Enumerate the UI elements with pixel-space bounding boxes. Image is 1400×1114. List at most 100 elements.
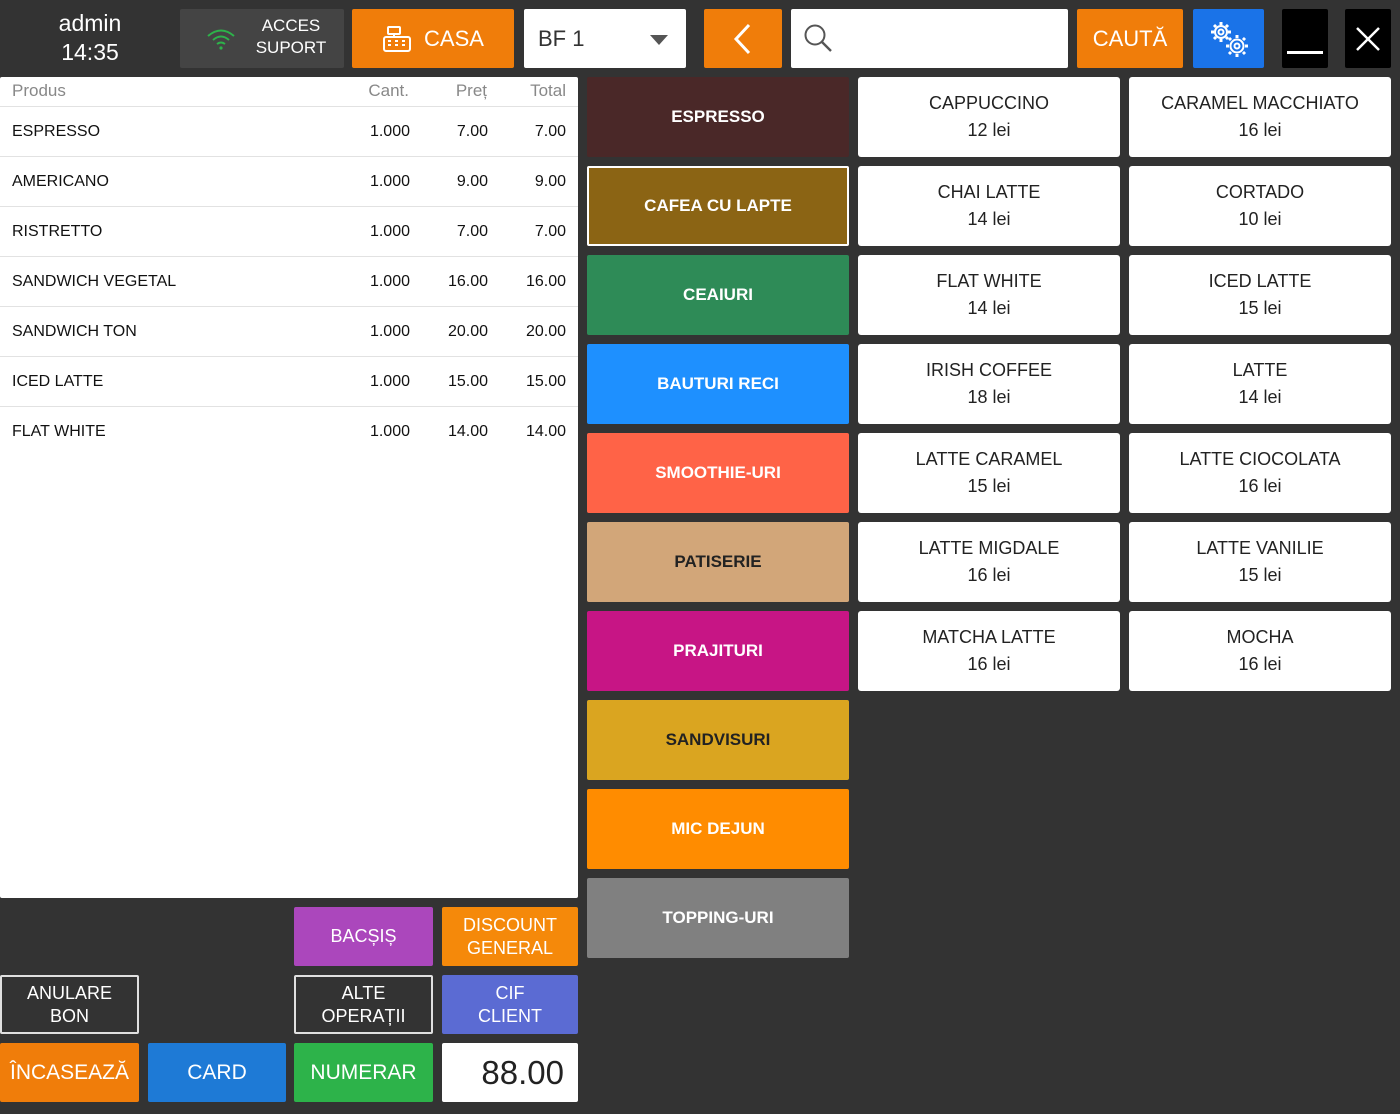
product-tile[interactable]: LATTE VANILIE 15 lei (1129, 522, 1391, 602)
product-name: CHAI LATTE (937, 182, 1041, 202)
item-price: 15.00 (447, 373, 488, 390)
cancel-receipt-button[interactable]: ANULARE BON (0, 975, 139, 1034)
product-tile[interactable]: MATCHA LATTE 16 lei (858, 611, 1120, 691)
product-name: CORTADO (1215, 182, 1305, 202)
product-name: LATTE CIOCOLATA (1179, 449, 1341, 469)
product-tile[interactable]: LATTE 14 lei (1129, 344, 1391, 424)
item-total: 7.00 (534, 123, 566, 140)
other-operations-button[interactable]: ALTE OPERAȚII (294, 975, 433, 1034)
general-discount-button[interactable]: DISCOUNT GENERAL (442, 907, 578, 966)
category-mic-dejun[interactable]: MIC DEJUN (587, 789, 849, 869)
user-info: admin 14:35 (0, 8, 180, 70)
item-price: 16.00 (447, 273, 488, 290)
checkout-label: ÎNCASEAZĂ (9, 1061, 130, 1084)
item-total: 16.00 (525, 273, 566, 290)
product-name: LATTE CARAMEL (915, 449, 1063, 469)
search-input[interactable] (843, 19, 1058, 57)
product-price: 16 lei (1238, 120, 1282, 140)
product-name: IRISH COFFEE (925, 360, 1052, 380)
category-label: BAUTURI RECI (657, 374, 779, 393)
casa-label: CASA (424, 25, 484, 51)
minimize-button[interactable] (1282, 9, 1328, 68)
product-tile[interactable]: LATTE MIGDALE 16 lei (858, 522, 1120, 602)
receipt-row[interactable]: ESPRESSO 1.000 7.00 7.00 (0, 107, 578, 157)
card-label: CARD (187, 1061, 247, 1084)
top-bar: admin 14:35 ACCES SUPORT CASA BF 1 (0, 0, 1400, 76)
receipt-row[interactable]: FLAT WHITE 1.000 14.00 14.00 (0, 407, 578, 457)
casa-button[interactable]: CASA (352, 9, 514, 68)
discount-label-line2: GENERAL (466, 937, 554, 958)
category-patiserie[interactable]: PATISERIE (587, 522, 849, 602)
product-price: 15 lei (967, 476, 1011, 496)
product-tile[interactable]: FLAT WHITE 14 lei (858, 255, 1120, 335)
product-tile[interactable]: CAPPUCCINO 12 lei (858, 77, 1120, 157)
product-tile[interactable]: CHAI LATTE 14 lei (858, 166, 1120, 246)
chevron-left-icon (733, 23, 751, 54)
other-ops-label-line2: OPERAȚII (321, 1005, 406, 1026)
settings-button[interactable] (1193, 9, 1264, 68)
product-tile[interactable]: CARAMEL MACCHIATO 16 lei (1129, 77, 1391, 157)
receipt-row[interactable]: AMERICANO 1.000 9.00 9.00 (0, 157, 578, 207)
item-price: 7.00 (456, 223, 488, 240)
minimize-icon (1287, 51, 1323, 54)
discount-label-line1: DISCOUNT (463, 914, 557, 935)
category-cafea-cu-lapte[interactable]: CAFEA CU LAPTE (587, 166, 849, 246)
wifi-icon (207, 29, 235, 50)
item-name: AMERICANO (12, 173, 109, 190)
close-button[interactable] (1345, 9, 1391, 68)
tip-button[interactable]: BACȘIȘ (294, 907, 433, 966)
product-name: FLAT WHITE (936, 271, 1042, 291)
support-label-line1: ACCES (261, 16, 321, 35)
item-price: 9.00 (456, 173, 488, 190)
category-smoothie-uri[interactable]: SMOOTHIE-URI (587, 433, 849, 513)
category-prajituri[interactable]: PRAJITURI (587, 611, 849, 691)
category-bauturi-reci[interactable]: BAUTURI RECI (587, 344, 849, 424)
checkout-button[interactable]: ÎNCASEAZĂ (0, 1043, 139, 1102)
receipt-row[interactable]: RISTRETTO 1.000 7.00 7.00 (0, 207, 578, 257)
item-name: SANDWICH VEGETAL (12, 273, 177, 290)
column-price: Preț (455, 81, 487, 100)
grand-total: 88.00 (442, 1043, 578, 1102)
gear-icon (1210, 21, 1248, 57)
pay-card-button[interactable]: CARD (148, 1043, 286, 1102)
product-price: 14 lei (967, 209, 1011, 229)
cif-label-line2: CLIENT (477, 1005, 542, 1026)
item-qty: 1.000 (369, 223, 410, 240)
receipt-row[interactable]: SANDWICH VEGETAL 1.000 16.00 16.00 (0, 257, 578, 307)
cash-register-icon (383, 25, 412, 52)
back-button[interactable] (704, 9, 782, 68)
username: admin (58, 10, 122, 36)
column-qty: Cant. (368, 81, 409, 100)
search-icon (804, 24, 832, 52)
search-button[interactable]: CAUTĂ (1077, 9, 1183, 68)
product-price: 12 lei (967, 120, 1011, 140)
client-cif-button[interactable]: CIF CLIENT (442, 975, 578, 1034)
product-tile[interactable]: CORTADO 10 lei (1129, 166, 1391, 246)
receipt-select-value: BF 1 (538, 25, 585, 51)
item-name: SANDWICH TON (12, 323, 137, 340)
receipt-select[interactable]: BF 1 (524, 9, 686, 68)
category-topping-uri[interactable]: TOPPING-URI (587, 878, 849, 958)
pay-cash-button[interactable]: NUMERAR (294, 1043, 433, 1102)
item-qty: 1.000 (369, 423, 410, 440)
product-name: LATTE VANILIE (1196, 538, 1324, 558)
category-espresso[interactable]: ESPRESSO (587, 77, 849, 157)
category-label: SMOOTHIE-URI (655, 463, 781, 482)
product-tile[interactable]: ICED LATTE 15 lei (1129, 255, 1391, 335)
product-name: LATTE MIGDALE (918, 538, 1060, 558)
product-price: 16 lei (967, 565, 1011, 585)
category-sandvisuri[interactable]: SANDVISURI (587, 700, 849, 780)
product-tile[interactable]: MOCHA 16 lei (1129, 611, 1391, 691)
support-access-button[interactable]: ACCES SUPORT (180, 9, 344, 68)
product-price: 15 lei (1238, 565, 1282, 585)
item-qty: 1.000 (369, 373, 410, 390)
category-label: CEAIURI (683, 285, 753, 304)
product-tile[interactable]: LATTE CARAMEL 15 lei (858, 433, 1120, 513)
product-tile[interactable]: IRISH COFFEE 18 lei (858, 344, 1120, 424)
receipt-row[interactable]: SANDWICH TON 1.000 20.00 20.00 (0, 307, 578, 357)
product-tile[interactable]: LATTE CIOCOLATA 16 lei (1129, 433, 1391, 513)
item-name: FLAT WHITE (12, 423, 106, 440)
category-ceaiuri[interactable]: CEAIURI (587, 255, 849, 335)
receipt-row[interactable]: ICED LATTE 1.000 15.00 15.00 (0, 357, 578, 407)
product-name: MATCHA LATTE (922, 627, 1056, 647)
